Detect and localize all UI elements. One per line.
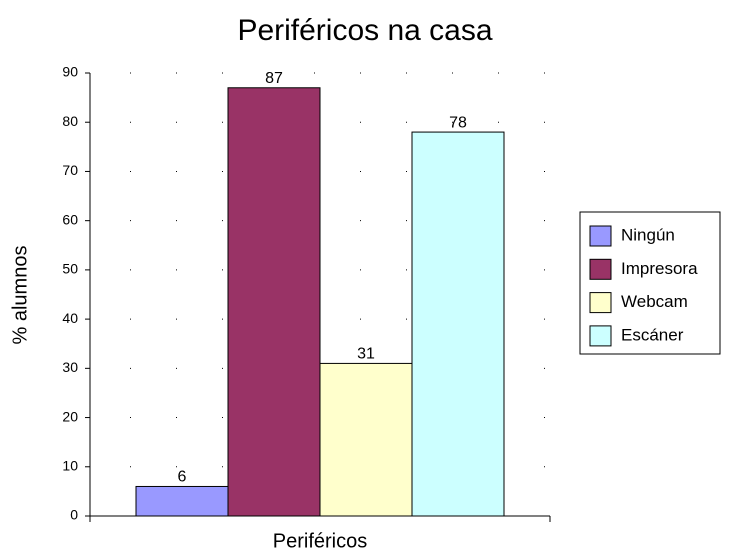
legend-swatch — [589, 325, 612, 347]
bar — [411, 131, 505, 517]
y-tick-label: 80 — [62, 113, 78, 129]
legend-label: Webcam — [621, 292, 688, 311]
y-tick-label: 90 — [62, 64, 78, 80]
y-tick-label: 30 — [62, 359, 78, 375]
y-tick-label: 50 — [62, 261, 78, 277]
data-label: 78 — [449, 114, 467, 131]
chart-title: Periféricos na casa — [237, 14, 492, 47]
bar — [227, 87, 321, 517]
y-axis-label: % alumnos — [9, 246, 31, 345]
legend-swatch — [589, 258, 612, 280]
y-tick-label: 60 — [62, 211, 78, 227]
y-tick-label: 40 — [62, 310, 78, 326]
y-tick-label: 70 — [62, 162, 78, 178]
legend-swatch — [589, 292, 612, 314]
bar — [135, 485, 229, 517]
y-tick-label: 10 — [62, 457, 78, 473]
x-tick-label: Periféricos — [273, 530, 367, 551]
data-label: 31 — [357, 346, 375, 363]
legend-label: Ningún — [621, 225, 675, 244]
legend-swatch — [589, 225, 612, 247]
legend-label: Escáner — [621, 325, 684, 344]
legend-label: Impresora — [621, 259, 698, 278]
y-tick-label: 0 — [70, 507, 78, 523]
data-label: 87 — [265, 70, 283, 87]
bar — [319, 362, 413, 517]
data-label: 6 — [178, 469, 187, 486]
y-tick-label: 20 — [62, 408, 78, 424]
